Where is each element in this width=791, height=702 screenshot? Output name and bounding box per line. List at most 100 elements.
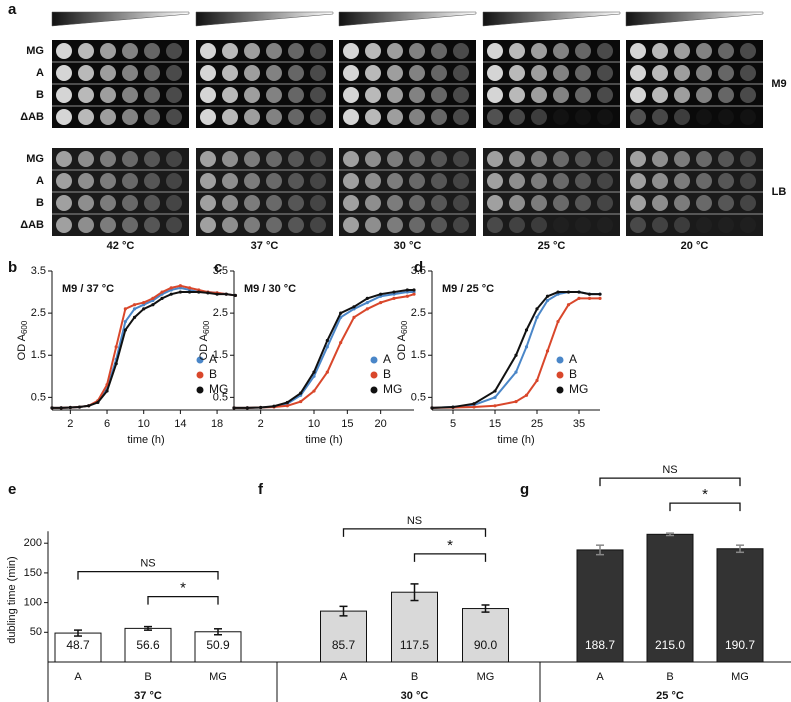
colony-spot [343,173,359,189]
data-point [524,345,529,349]
data-point [142,300,146,305]
significance-label: NS [407,515,422,527]
bar [194,631,242,663]
group-label: 25 °C [656,690,684,702]
colony-spot [343,65,359,81]
colony-spot [575,87,591,103]
colony-spot [487,173,503,189]
colony-spot [56,65,72,81]
colony-spot [740,217,756,233]
legend-label: B [383,367,391,381]
colony-spot [453,43,469,59]
medium-label: LB [772,186,787,198]
data-point [312,374,316,378]
colony-spot [100,195,116,211]
colony-spot [100,173,116,189]
colony-spot [453,87,469,103]
colony-spot [200,109,216,125]
colony-spot [144,217,160,233]
colony-spot [487,109,503,125]
colony-spot [122,217,138,233]
legend-marker [370,386,378,394]
y-tick-label: 0.5 [31,391,46,403]
colony-spot [222,151,238,167]
colony-spot [78,173,94,189]
data-point [299,391,303,395]
data-point [132,315,137,319]
colony-spot [122,65,138,81]
panel-label: g [520,481,529,498]
y-tick-label: 2.5 [31,307,46,319]
data-point [352,305,356,309]
colony-spot [310,217,326,233]
data-point [206,291,210,295]
colony-spot [597,65,613,81]
y-axis-label-main: OD A [16,333,28,360]
colony-spot [200,87,216,103]
dilution-wedge [195,11,334,27]
colony-spot [652,87,668,103]
colony-spot [288,173,304,189]
data-point [299,399,303,404]
colony-spot [487,217,503,233]
y-axis-label: dubling time (min) [6,556,18,643]
data-point [535,307,539,311]
significance-label: * [702,486,708,503]
colony-spot [740,173,756,189]
colony-spot [531,43,547,59]
colony-spot [718,87,734,103]
data-point [272,404,276,408]
y-tick-label: 100 [24,597,42,609]
category-label: B [411,671,418,683]
colony-spot [122,151,138,167]
colony-spot [696,151,712,167]
colony-spot [652,151,668,167]
data-point [151,303,155,307]
x-axis-label: time (h) [305,434,342,446]
colony-spot [487,195,503,211]
data-point [232,406,236,410]
colony-spot [553,87,569,103]
y-tick-label: 2.5 [213,307,228,319]
x-axis-label: time (h) [127,434,164,446]
colony-spot [387,151,403,167]
data-point [123,307,127,311]
colony-spot [266,109,282,125]
data-point [514,353,518,357]
data-point [577,290,581,294]
data-point [187,286,192,290]
colony-spot [652,65,668,81]
data-point [405,294,409,298]
colony-spot [531,87,547,103]
colony-spot [56,109,72,125]
data-point [524,393,529,397]
data-point [169,286,173,290]
bar [576,549,624,663]
x-tick-label: 10 [308,418,320,430]
data-point [472,402,476,406]
colony-spot [531,151,547,167]
data-point [87,404,91,408]
colony-spot [597,109,613,125]
colony-spot [310,87,326,103]
data-point [493,404,497,408]
colony-spot [597,43,613,59]
legend-label: A [383,352,391,366]
colony-spot [288,109,304,125]
strain-label: ΔAB [20,111,44,123]
data-point [160,290,164,294]
data-point [325,338,329,343]
colony-spot [553,195,569,211]
y-tick-label: 1.5 [31,349,46,361]
data-point [430,406,434,410]
x-tick-label: 35 [573,418,585,430]
data-point [493,389,497,393]
colony-spot [453,109,469,125]
colony-spot [431,195,447,211]
y-axis-label-sub: 600 [202,320,211,334]
colony-spot [100,217,116,233]
data-point [566,290,571,294]
temperature-label: 25 °C [538,240,566,252]
data-point [587,292,592,296]
colony-spot [696,43,712,59]
